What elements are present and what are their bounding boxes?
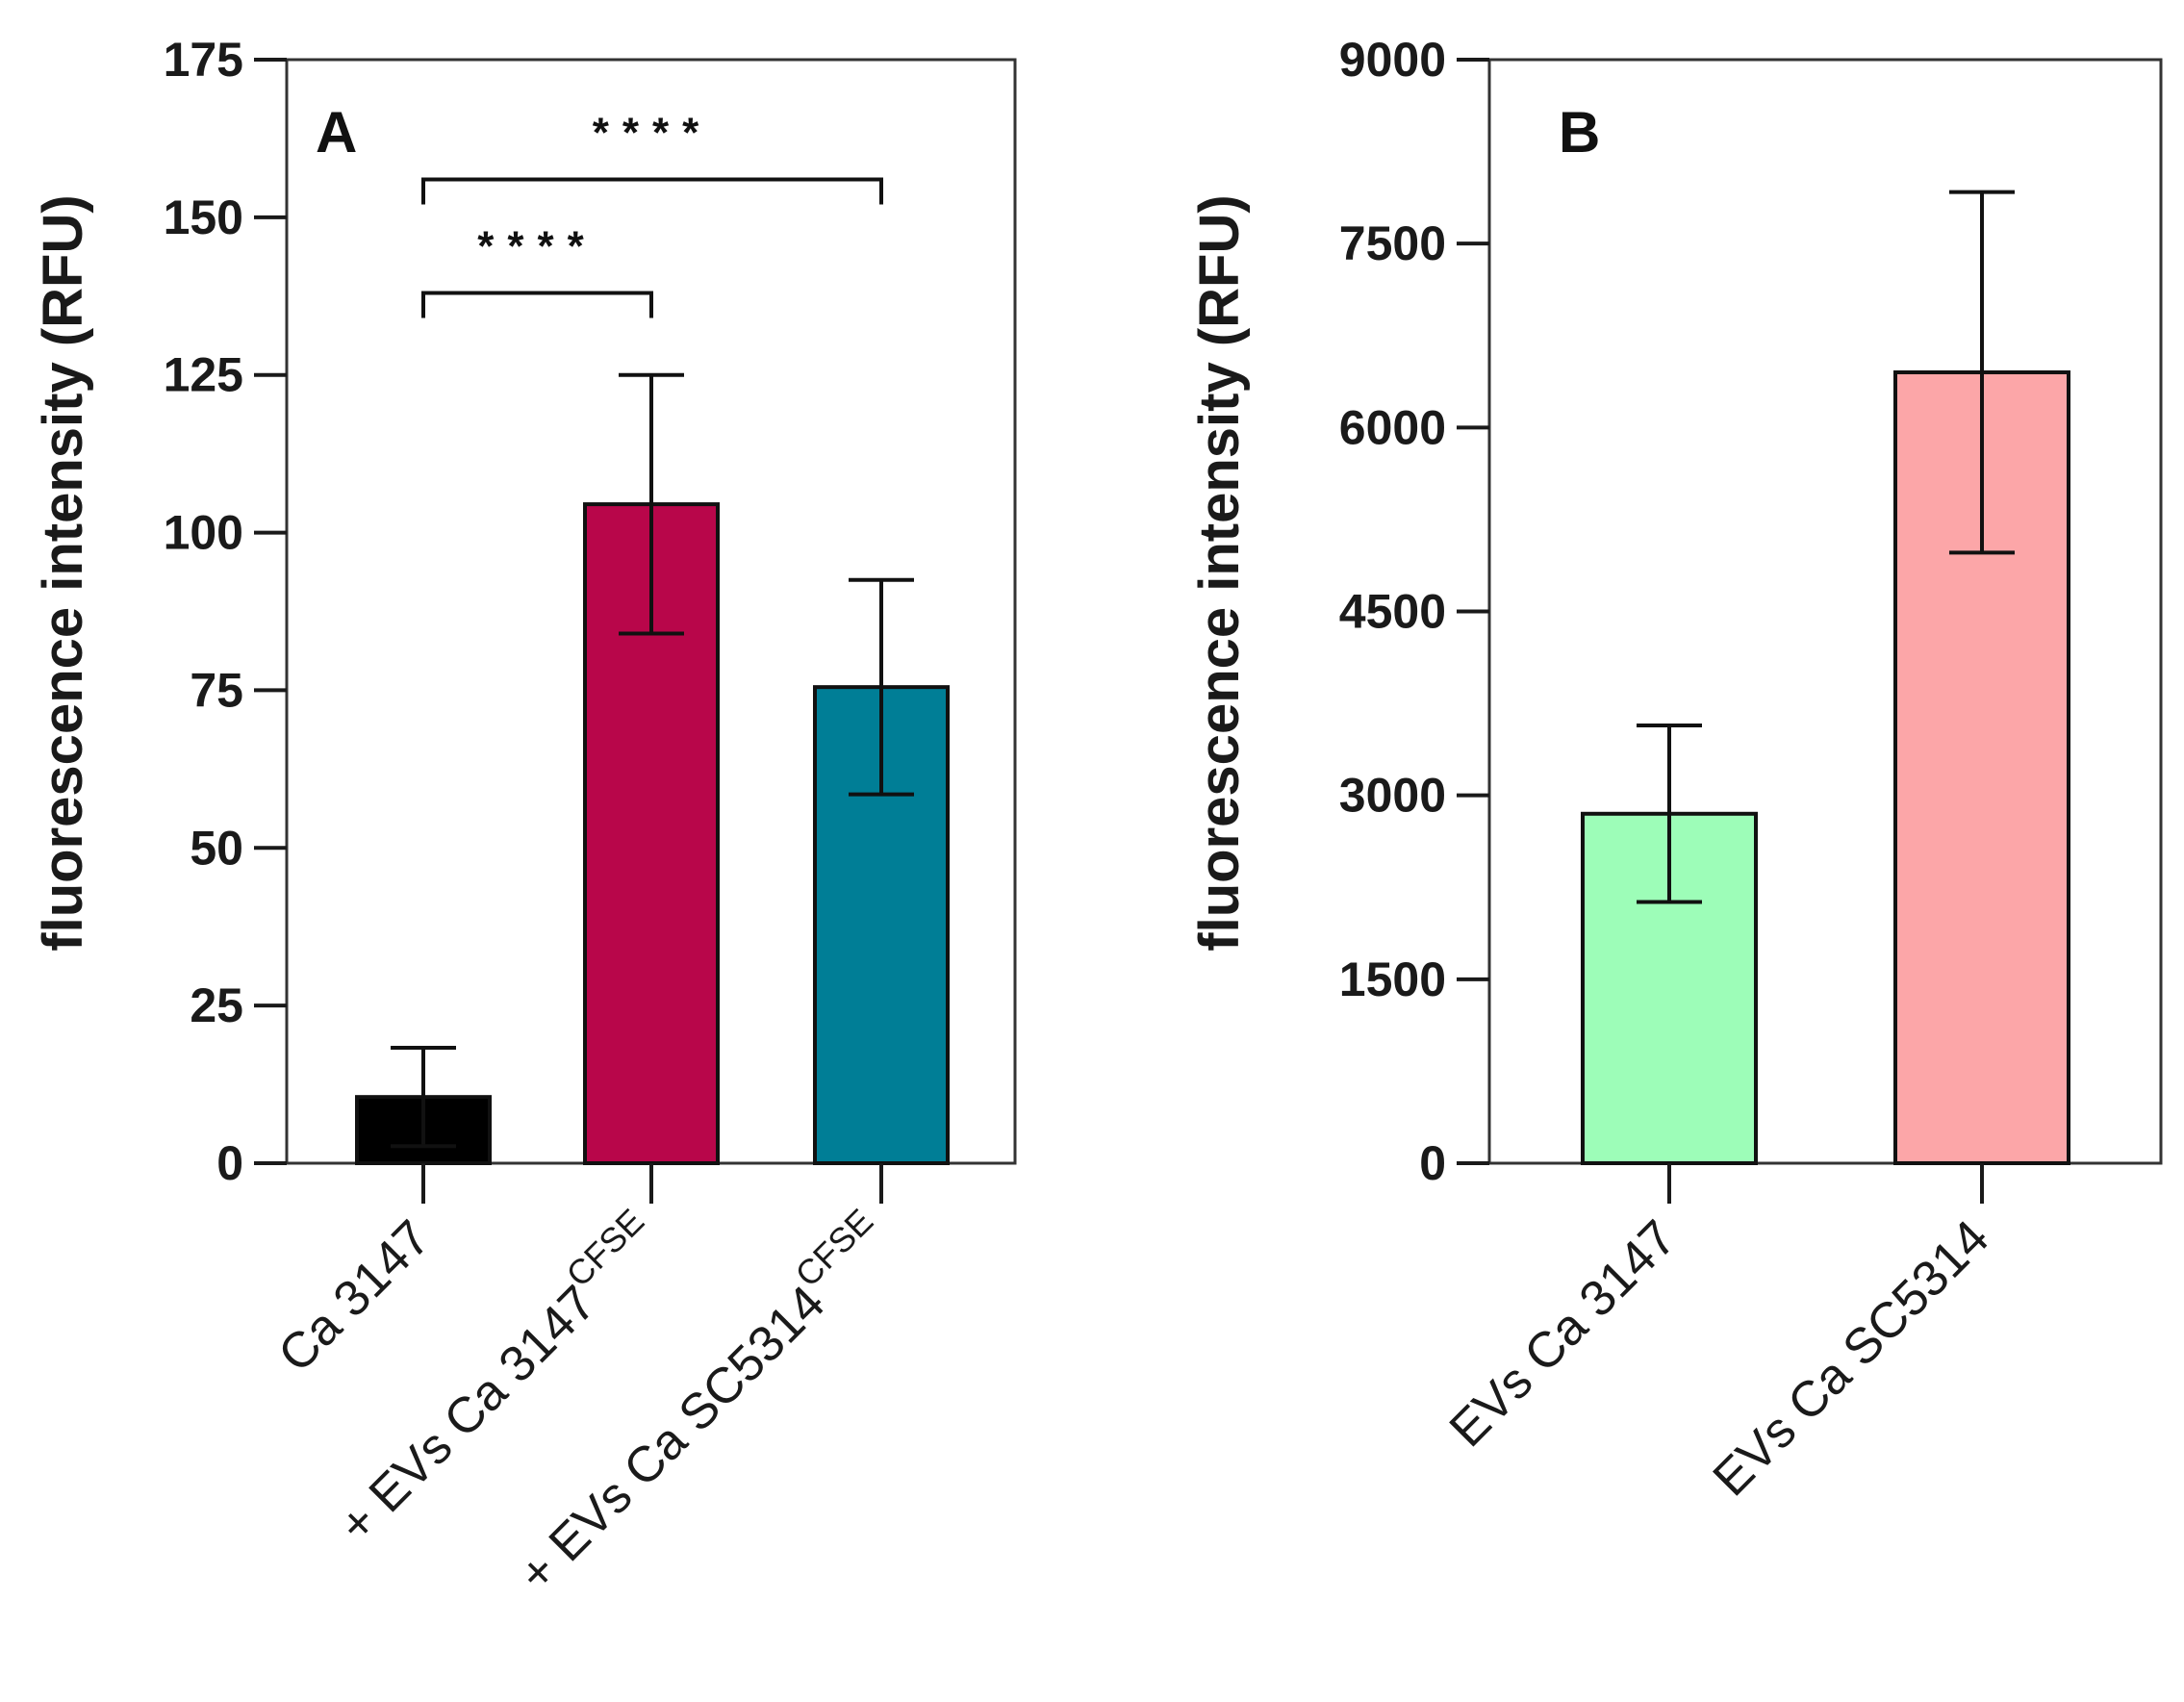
significance-bracket (421, 177, 883, 205)
x-tick-label: Ca 3147 (267, 1209, 441, 1383)
y-tick-label: 150 (164, 191, 243, 244)
significance-bracket (421, 291, 653, 318)
y-tick-label: 0 (216, 1136, 243, 1190)
x-tick-label: EVs Ca SC5314 (1703, 1209, 2000, 1507)
y-tick-label: 50 (190, 821, 243, 875)
y-tick-label: 0 (1419, 1136, 1446, 1190)
y-tick-label: 3000 (1339, 769, 1446, 823)
significance-label: **** (593, 110, 713, 157)
y-axis-label: fluorescence intensity (RFU) (1188, 194, 1251, 951)
x-tick-label: + EVs Ca SC5314CFSE (499, 1201, 902, 1603)
y-tick-label: 175 (164, 33, 243, 87)
panel-label: A (316, 100, 357, 165)
y-tick-label: 75 (190, 663, 243, 717)
y-tick-label: 9000 (1339, 33, 1446, 87)
y-axis-label: fluorescence intensity (RFU) (32, 194, 94, 951)
y-tick-label: 7500 (1339, 216, 1446, 270)
y-tick-label: 6000 (1339, 400, 1446, 454)
y-tick-label: 25 (190, 978, 243, 1032)
x-tick-label: EVs Ca 3147 (1439, 1209, 1688, 1458)
y-tick-label: 4500 (1339, 585, 1446, 639)
panel-label: B (1559, 100, 1600, 165)
significance-label: **** (477, 223, 597, 270)
y-tick-label: 100 (164, 506, 243, 560)
panel-b-chart: 0 1500 3000 4500 6000 7500 9000 EVs Ca 3147 EVs … (1188, 33, 2163, 1507)
y-tick-label: 125 (164, 348, 243, 402)
y-tick-label: 1500 (1339, 953, 1446, 1006)
